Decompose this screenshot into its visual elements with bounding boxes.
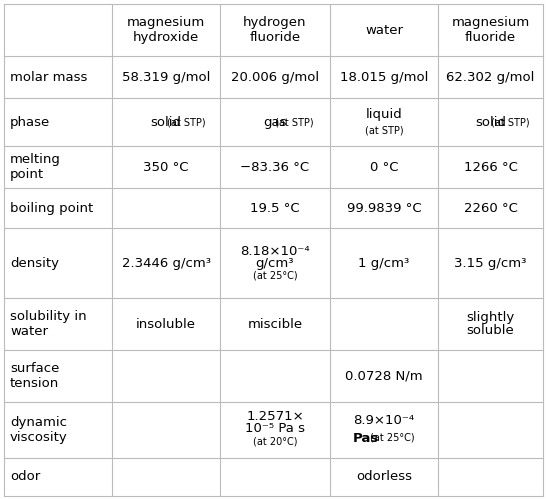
Text: slightly: slightly	[466, 311, 515, 324]
Text: solid: solid	[151, 115, 181, 129]
Text: 350 °C: 350 °C	[143, 161, 189, 174]
Text: (at 25°C): (at 25°C)	[253, 271, 298, 281]
Text: water: water	[365, 23, 403, 36]
Text: solubility in
water: solubility in water	[10, 310, 87, 338]
Text: phase: phase	[10, 115, 50, 129]
Text: 19.5 °C: 19.5 °C	[250, 202, 300, 215]
Text: melting
point: melting point	[10, 153, 61, 181]
Text: Pas: Pas	[353, 432, 379, 445]
Text: odor: odor	[10, 471, 40, 484]
Text: soluble: soluble	[467, 324, 514, 337]
Text: (at 20°C): (at 20°C)	[253, 437, 297, 447]
Text: 0.0728 N/m: 0.0728 N/m	[345, 369, 423, 383]
Text: dynamic
viscosity: dynamic viscosity	[10, 416, 68, 444]
Text: hydrogen
fluoride: hydrogen fluoride	[244, 16, 307, 44]
Text: liquid: liquid	[366, 107, 402, 120]
Text: odorless: odorless	[356, 471, 412, 484]
Text: (at 25°C): (at 25°C)	[370, 433, 414, 443]
Text: gas: gas	[263, 115, 287, 129]
Text: 18.015 g/mol: 18.015 g/mol	[340, 70, 428, 83]
Text: 8.9×10⁻⁴: 8.9×10⁻⁴	[353, 414, 414, 427]
Text: 58.319 g/mol: 58.319 g/mol	[122, 70, 210, 83]
Text: −83.36 °C: −83.36 °C	[240, 161, 310, 174]
Text: 1266 °C: 1266 °C	[464, 161, 518, 174]
Text: 2.3446 g/cm³: 2.3446 g/cm³	[122, 256, 211, 269]
Text: 10⁻⁵ Pa s: 10⁻⁵ Pa s	[245, 422, 305, 435]
Text: 1.2571×: 1.2571×	[246, 410, 304, 423]
Text: 3.15 g/cm³: 3.15 g/cm³	[454, 256, 527, 269]
Text: boiling point: boiling point	[10, 202, 93, 215]
Text: 62.302 g/mol: 62.302 g/mol	[446, 70, 535, 83]
Text: solid: solid	[475, 115, 506, 129]
Text: density: density	[10, 256, 59, 269]
Text: (at STP): (at STP)	[167, 117, 205, 127]
Text: insoluble: insoluble	[136, 317, 196, 330]
Text: (at STP): (at STP)	[275, 117, 314, 127]
Text: magnesium
hydroxide: magnesium hydroxide	[127, 16, 205, 44]
Text: 2260 °C: 2260 °C	[464, 202, 518, 215]
Text: (at STP): (at STP)	[365, 125, 403, 135]
Text: molar mass: molar mass	[10, 70, 87, 83]
Text: magnesium
fluoride: magnesium fluoride	[452, 16, 530, 44]
Text: surface
tension: surface tension	[10, 362, 60, 390]
Text: 1 g/cm³: 1 g/cm³	[358, 256, 410, 269]
Text: 8.18×10⁻⁴: 8.18×10⁻⁴	[240, 245, 310, 257]
Text: 20.006 g/mol: 20.006 g/mol	[231, 70, 319, 83]
Text: miscible: miscible	[247, 317, 302, 330]
Text: g/cm³: g/cm³	[256, 256, 294, 269]
Text: 99.9839 °C: 99.9839 °C	[347, 202, 422, 215]
Text: 0 °C: 0 °C	[370, 161, 398, 174]
Text: (at STP): (at STP)	[491, 117, 530, 127]
